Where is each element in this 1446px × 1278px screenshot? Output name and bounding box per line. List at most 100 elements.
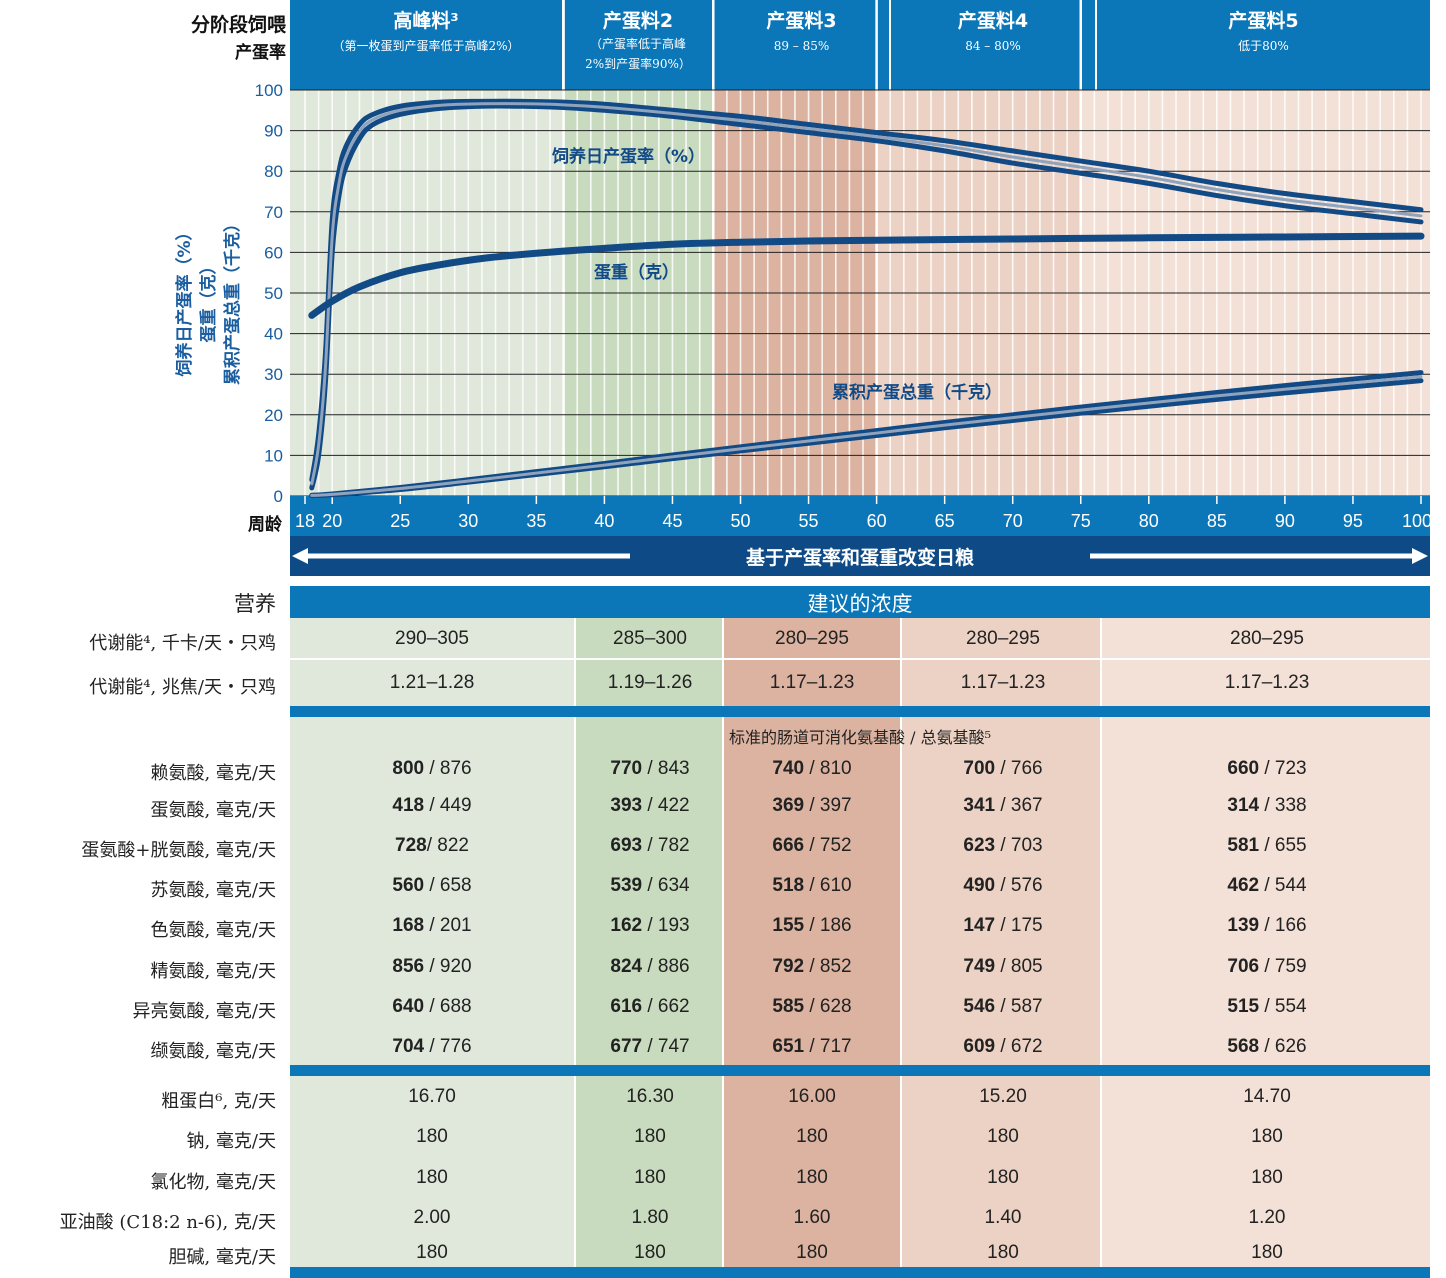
amino-value: 700 / 766 <box>963 758 1042 779</box>
nutrient-value: 180 <box>987 1126 1019 1147</box>
nutrient-value: 180 <box>634 1126 666 1147</box>
y-tick-label: 70 <box>264 203 283 222</box>
amino-value: 139 / 166 <box>1227 915 1306 936</box>
phase-header-lay4: 产蛋料4 84 – 80% <box>891 0 1095 90</box>
phase-name: 产蛋料5 <box>1228 10 1299 32</box>
amino-value: 568 / 626 <box>1227 1036 1306 1057</box>
amino-value: 462 / 544 <box>1227 875 1306 896</box>
section-separator <box>290 1065 1430 1076</box>
nutrient-value: 180 <box>796 1167 828 1188</box>
energy-value: 1.19–1.26 <box>607 672 693 693</box>
row-label: 赖氨酸, 毫克/天 <box>150 763 276 784</box>
amino-value: 666 / 752 <box>772 835 851 856</box>
phase-name: 高峰料³ <box>393 10 459 32</box>
row-label: 苏氨酸, 毫克/天 <box>150 880 276 901</box>
total-value: / 717 <box>804 1036 852 1057</box>
nutrient-value: 180 <box>987 1242 1019 1263</box>
amino-cell: 314 / 338 <box>1177 795 1357 817</box>
total-value: / 397 <box>804 795 852 816</box>
phase-header-lay2: 产蛋料2 （产蛋率低于高峰 2%到产蛋率90%） <box>564 0 712 90</box>
label-egg-weight: 蛋重（克） <box>594 262 679 283</box>
amino-value: 560 / 658 <box>392 875 471 896</box>
y-tick-label: 100 <box>255 81 283 100</box>
phase-name: 产蛋料2 <box>602 10 674 32</box>
digestible-value: 162 <box>610 915 643 936</box>
digestible-value: 749 <box>963 956 996 977</box>
y-tick-label: 40 <box>264 325 283 344</box>
digestible-value: 139 <box>1227 915 1260 936</box>
y-axis-title-line1: 饲养日产蛋率（%） <box>175 223 195 377</box>
row-label: 蛋氨酸+胱氨酸, 毫克/天 <box>81 840 276 861</box>
total-value: / 766 <box>995 758 1043 779</box>
nutrient-value: 180 <box>796 1242 828 1263</box>
amino-cell: 341 / 367 <box>913 795 1093 817</box>
amino-value: 770 / 843 <box>610 758 689 779</box>
row-label: 亚油酸 (C18:2 n-6), 克/天 <box>59 1212 276 1233</box>
total-value: / 576 <box>995 875 1043 896</box>
series-upper-line <box>309 98 1424 483</box>
nutrient-value: 180 <box>1251 1126 1283 1147</box>
energy-value: 280–295 <box>775 628 849 649</box>
x-axis-bar <box>290 496 1430 536</box>
y-axis-title-line2: 蛋重（克） <box>199 257 219 343</box>
x-tick-label: 20 <box>322 511 342 531</box>
amino-value: 515 / 554 <box>1227 996 1306 1017</box>
amino-cell: 490 / 576 <box>913 875 1093 897</box>
total-value: / 367 <box>995 795 1043 816</box>
amino-value: 341 / 367 <box>963 795 1042 816</box>
x-tick-label: 18 <box>295 511 315 531</box>
nutrient-value: 180 <box>416 1167 448 1188</box>
amino-cell: 651 / 717 <box>722 1036 902 1058</box>
digestible-value: 341 <box>963 795 996 816</box>
amino-cell: 515 / 554 <box>1177 996 1357 1018</box>
amino-cell: 568 / 626 <box>1177 1036 1357 1058</box>
section-separator-bottom <box>290 1267 1430 1278</box>
x-tick-label: 30 <box>458 511 478 531</box>
amino-value: 147 / 175 <box>963 915 1042 936</box>
total-value: / 810 <box>804 758 852 779</box>
phase-header-lay3: 产蛋料3 89 – 85% <box>714 0 889 90</box>
phase-name: 产蛋料3 <box>766 10 837 32</box>
amino-value: 693 / 782 <box>610 835 689 856</box>
amino-cell: 585 / 628 <box>722 996 902 1018</box>
total-value: / 449 <box>424 795 472 816</box>
total-value: / 587 <box>995 996 1043 1017</box>
amino-cell: 155 / 186 <box>722 915 902 937</box>
col-band-1 <box>290 616 574 1270</box>
digestible-value: 616 <box>610 996 643 1017</box>
digestible-value: 155 <box>772 915 805 936</box>
digestible-value: 418 <box>392 795 425 816</box>
total-value: / 776 <box>424 1036 472 1057</box>
total-value: / 338 <box>1259 795 1307 816</box>
table-header-right: 建议的浓度 <box>807 592 913 616</box>
nutrient-value: 1.80 <box>631 1207 669 1228</box>
total-value: / 662 <box>642 996 690 1017</box>
production-chart: 0 10 20 30 40 50 60 70 80 90 100 18 20 25 30 35 40 45 50 55… <box>255 0 1432 536</box>
amino-cell: 560 / 658 <box>342 875 522 897</box>
total-value: / 554 <box>1259 996 1307 1017</box>
x-tick-label: 70 <box>1003 511 1023 531</box>
nutrient-value: 180 <box>987 1167 1019 1188</box>
row-label: 色氨酸, 毫克/天 <box>150 920 276 941</box>
digestible-value: 560 <box>392 875 425 896</box>
total-value: / 822 <box>426 835 469 856</box>
amino-value: 539 / 634 <box>610 875 689 896</box>
col-band-5 <box>1102 616 1430 1270</box>
phase-sub: 84 – 80% <box>965 39 1021 53</box>
digestible-value: 585 <box>772 996 805 1017</box>
left-arrow-head <box>292 548 308 564</box>
x-tick-label: 55 <box>799 511 819 531</box>
total-value: / 201 <box>424 915 472 936</box>
x-tick-label: 45 <box>662 511 682 531</box>
nutrient-value: 1.60 <box>793 1207 831 1228</box>
amino-value: 581 / 655 <box>1227 835 1306 856</box>
amino-cell: 749 / 805 <box>913 956 1093 978</box>
total-value: / 723 <box>1259 758 1307 779</box>
table-background <box>290 616 1430 1270</box>
amino-cell: 162 / 193 <box>560 915 740 937</box>
col-band-4 <box>902 616 1100 1270</box>
amino-value: 704 / 776 <box>392 1036 471 1057</box>
arrow-graphics <box>292 548 1428 564</box>
amino-value: 168 / 201 <box>392 915 471 936</box>
x-tick-label: 25 <box>390 511 410 531</box>
